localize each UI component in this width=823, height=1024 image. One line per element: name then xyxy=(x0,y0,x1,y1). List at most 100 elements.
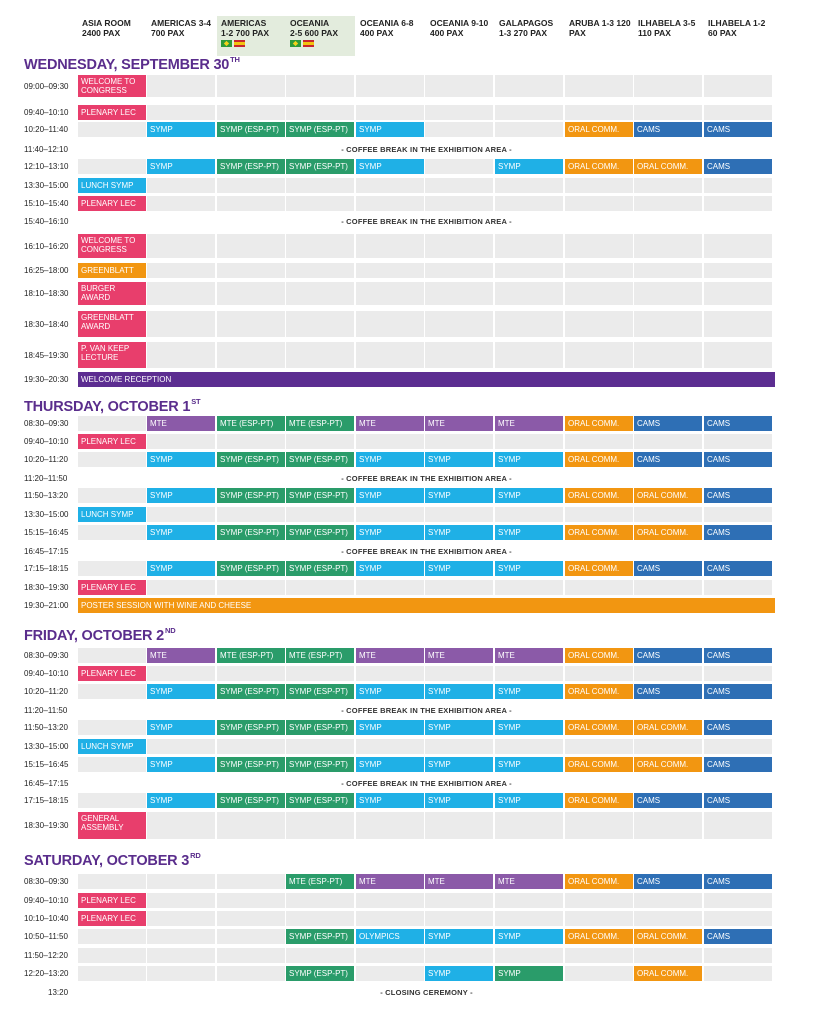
session-cell[interactable]: SYMP (ESP-PT) xyxy=(286,159,355,174)
session-cell[interactable]: SYMP xyxy=(356,720,425,735)
session-cell[interactable]: MTE xyxy=(425,874,494,889)
session-cell[interactable]: PLENARY LEC xyxy=(78,105,147,120)
session-cell[interactable]: SYMP xyxy=(495,684,564,699)
session-cell[interactable]: ORAL COMM. xyxy=(565,720,634,735)
session-cell[interactable]: CAMS xyxy=(704,720,773,735)
session-cell[interactable]: SYMP xyxy=(147,684,216,699)
session-cell[interactable]: SYMP xyxy=(356,159,425,174)
session-cell[interactable]: SYMP (ESP-PT) xyxy=(217,525,286,540)
session-cell[interactable]: CAMS xyxy=(704,122,773,137)
session-cell[interactable]: SYMP xyxy=(425,720,494,735)
session-cell[interactable]: CAMS xyxy=(634,793,703,808)
session-cell[interactable]: MTE xyxy=(356,416,425,431)
session-cell[interactable]: SYMP (ESP-PT) xyxy=(217,488,286,503)
session-cell[interactable]: MTE xyxy=(425,648,494,663)
session-cell[interactable]: CAMS xyxy=(704,488,773,503)
session-cell[interactable]: SYMP xyxy=(495,793,564,808)
session-cell[interactable]: SYMP xyxy=(495,720,564,735)
session-cell[interactable]: SYMP (ESP-PT) xyxy=(217,793,286,808)
event-banner[interactable]: POSTER SESSION WITH WINE AND CHEESE xyxy=(78,598,775,613)
session-cell[interactable]: SYMP xyxy=(495,488,564,503)
session-cell[interactable]: ORAL COMM. xyxy=(565,757,634,772)
session-cell[interactable]: SYMP xyxy=(356,452,425,467)
session-cell[interactable]: MTE xyxy=(356,648,425,663)
session-cell[interactable]: SYMP xyxy=(147,720,216,735)
session-cell[interactable]: ORAL COMM. xyxy=(565,929,634,944)
session-cell[interactable]: MTE xyxy=(425,416,494,431)
session-cell[interactable]: PLENARY LEC xyxy=(78,434,147,449)
session-cell[interactable]: CAMS xyxy=(634,684,703,699)
session-cell[interactable]: SYMP (ESP-PT) xyxy=(217,159,286,174)
session-cell[interactable]: MTE (ESP-PT) xyxy=(217,648,286,663)
session-cell[interactable]: SYMP xyxy=(425,757,494,772)
session-cell[interactable]: ORAL COMM. xyxy=(634,929,703,944)
session-cell[interactable]: SYMP (ESP-PT) xyxy=(217,720,286,735)
session-cell[interactable]: SYMP xyxy=(495,525,564,540)
session-cell[interactable]: CAMS xyxy=(634,648,703,663)
session-cell[interactable]: MTE xyxy=(356,874,425,889)
session-cell[interactable]: ORAL COMM. xyxy=(565,416,634,431)
session-cell[interactable]: MTE xyxy=(495,416,564,431)
session-cell[interactable]: SYMP (ESP-PT) xyxy=(217,757,286,772)
session-cell[interactable]: CAMS xyxy=(704,648,773,663)
session-cell[interactable]: MTE xyxy=(495,648,564,663)
session-cell[interactable]: MTE xyxy=(147,416,216,431)
session-cell[interactable]: PLENARY LEC xyxy=(78,196,147,211)
session-cell[interactable]: SYMP xyxy=(425,561,494,576)
session-cell[interactable]: CAMS xyxy=(634,452,703,467)
session-cell[interactable]: CAMS xyxy=(704,525,773,540)
session-cell[interactable]: PLENARY LEC xyxy=(78,893,147,908)
session-cell[interactable]: GREENBLATT xyxy=(78,263,147,278)
session-cell[interactable]: ORAL COMM. xyxy=(565,874,634,889)
event-banner[interactable]: WELCOME RECEPTION xyxy=(78,372,775,387)
session-cell[interactable]: PLENARY LEC xyxy=(78,911,147,926)
session-cell[interactable]: SYMP xyxy=(356,684,425,699)
session-cell[interactable]: SYMP xyxy=(425,488,494,503)
session-cell[interactable]: SYMP xyxy=(356,122,425,137)
session-cell[interactable]: ORAL COMM. xyxy=(565,561,634,576)
session-cell[interactable]: SYMP xyxy=(495,452,564,467)
session-cell[interactable]: SYMP (ESP-PT) xyxy=(286,757,355,772)
session-cell[interactable]: OLYMPICS xyxy=(356,929,425,944)
session-cell[interactable]: SYMP (ESP-PT) xyxy=(286,525,355,540)
session-cell[interactable]: CAMS xyxy=(704,159,773,174)
session-cell[interactable]: SYMP (ESP-PT) xyxy=(286,684,355,699)
session-cell[interactable]: MTE (ESP-PT) xyxy=(286,648,355,663)
session-cell[interactable]: MTE (ESP-PT) xyxy=(286,874,355,889)
session-cell[interactable]: WELCOME TO CONGRESS xyxy=(78,75,147,97)
session-cell[interactable]: ORAL COMM. xyxy=(565,159,634,174)
session-cell[interactable]: PLENARY LEC xyxy=(78,580,147,595)
session-cell[interactable]: SYMP (ESP-PT) xyxy=(286,793,355,808)
session-cell[interactable]: CAMS xyxy=(704,452,773,467)
session-cell[interactable]: LUNCH SYMP xyxy=(78,739,147,754)
session-cell[interactable]: SYMP xyxy=(147,757,216,772)
session-cell[interactable]: ORAL COMM. xyxy=(565,488,634,503)
session-cell[interactable]: CAMS xyxy=(634,122,703,137)
session-cell[interactable]: CAMS xyxy=(704,929,773,944)
session-cell[interactable]: CAMS xyxy=(704,757,773,772)
session-cell[interactable]: ORAL COMM. xyxy=(634,159,703,174)
session-cell[interactable]: ORAL COMM. xyxy=(634,525,703,540)
session-cell[interactable]: SYMP xyxy=(356,561,425,576)
session-cell[interactable]: WELCOME TO CONGRESS xyxy=(78,234,147,258)
session-cell[interactable]: ORAL COMM. xyxy=(565,648,634,663)
session-cell[interactable]: SYMP (ESP-PT) xyxy=(286,929,355,944)
session-cell[interactable]: ORAL COMM. xyxy=(565,122,634,137)
session-cell[interactable]: MTE (ESP-PT) xyxy=(217,416,286,431)
session-cell[interactable]: CAMS xyxy=(704,793,773,808)
session-cell[interactable]: SYMP (ESP-PT) xyxy=(286,561,355,576)
session-cell[interactable]: SYMP (ESP-PT) xyxy=(217,684,286,699)
session-cell[interactable]: ORAL COMM. xyxy=(634,966,703,981)
session-cell[interactable]: SYMP (ESP-PT) xyxy=(217,452,286,467)
session-cell[interactable]: BURGER AWARD xyxy=(78,282,147,305)
session-cell[interactable]: LUNCH SYMP xyxy=(78,178,147,193)
session-cell[interactable]: MTE xyxy=(495,874,564,889)
session-cell[interactable]: SYMP xyxy=(147,525,216,540)
session-cell[interactable]: P. VAN KEEP LECTURE xyxy=(78,342,147,368)
session-cell[interactable]: CAMS xyxy=(704,561,773,576)
session-cell[interactable]: SYMP xyxy=(425,452,494,467)
session-cell[interactable]: SYMP xyxy=(356,488,425,503)
session-cell[interactable]: SYMP (ESP-PT) xyxy=(217,122,286,137)
session-cell[interactable]: SYMP xyxy=(147,122,216,137)
session-cell[interactable]: SYMP xyxy=(147,452,216,467)
